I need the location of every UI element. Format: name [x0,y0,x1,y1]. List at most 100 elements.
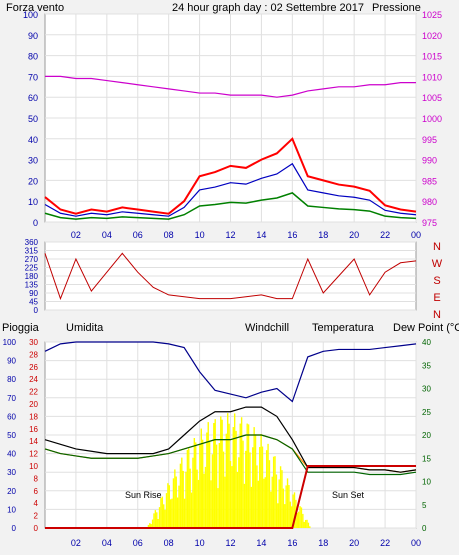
p3-temp-tick-label: 15 [422,454,431,463]
p1-y-tick-label: 90 [28,31,38,41]
p3-x-tick-label: 12 [225,538,235,548]
p1-x-tick-label: 04 [102,230,112,240]
p2-series [44,252,417,301]
p3-temp-tick-label: 30 [422,385,431,394]
pressure-line [45,75,416,98]
p1-x-axis: 02 04 06 08 10 12 14 16 18 20 22 00 [71,230,421,240]
p3-humidity-tick-label: 100 [3,338,17,347]
p3-humidity-tick-label: 20 [7,487,16,496]
p3-humidity-tick-label: 40 [7,450,16,459]
p1-y-tick-label: 0 [33,218,38,228]
p1-y-tick-label: 30 [28,156,38,166]
header-left-label: Forza vento [6,2,64,14]
p1-y-tick-label: 80 [28,52,38,62]
p3-rain-tick-label: 26 [29,363,38,372]
p3-rain-tick-label: 22 [29,388,38,397]
temperature-line [44,406,417,473]
p1-y-right-tick-label: 980 [422,197,437,207]
p3-humidity-tick-label: 0 [12,524,17,533]
p3-temp-tick-label: 20 [422,431,431,440]
p3-rain-tick-label: 20 [29,400,38,409]
p1-x-tick-label: 22 [380,230,390,240]
wind-gust-line [44,162,417,217]
p3-humidity-tick-label: 90 [7,357,16,366]
p2-y-tick-label: 135 [25,281,39,290]
p1-x-tick-label: 00 [411,230,421,240]
humidity-line [44,341,417,403]
p3-rain-tick-label: 6 [34,487,39,496]
p3-temp-tick-label: 10 [422,478,431,487]
p3-humidity-tick-label: 30 [7,468,16,477]
p3-temp-tick-label: 40 [422,338,431,347]
p3-rain-tick-label: 10 [29,462,38,471]
p1-y-right-tick-label: 1025 [422,10,442,20]
p1-y-right-tick-label: 995 [422,135,437,145]
p1-x-tick-label: 10 [195,230,205,240]
p3-humidity-tick-label: 50 [7,431,16,440]
sunrise-label: Sun Rise [125,490,162,500]
p2-y-tick-label: 0 [34,306,39,315]
p2-grid [45,241,416,311]
p3-rain-tick-label: 14 [29,437,38,446]
p3-rain-tick-label: 4 [34,499,39,508]
temperature-label: Temperatura [312,322,375,334]
p1-y-tick-label: 70 [28,72,38,82]
p1-y-axis-right: 975 980 985 990 995 1000 1005 1010 1015 1020 1025 [422,10,442,228]
p1-y-tick-label: 50 [28,114,38,124]
p1-x-tick-label: 12 [225,230,235,240]
p2-y-tick-label: 45 [29,298,38,307]
p3-rain-tick-label: 28 [29,350,38,359]
p1-y-right-tick-label: 1010 [422,72,442,82]
p3-rain-tick-label: 2 [34,512,39,521]
p1-x-tick-label: 06 [133,230,143,240]
p1-y-tick-label: 100 [23,10,38,20]
p3-x-tick-label: 14 [256,538,266,548]
p3-series [44,341,417,529]
p3-rain-tick-label: 18 [29,412,38,421]
p1-y-tick-label: 10 [28,197,38,207]
p1-series [44,75,417,220]
p2-compass-label: S [433,275,440,287]
p3-humidity-tick-label: 10 [7,505,16,514]
p3-y-axis-right: 0 5 10 15 20 25 30 35 40 [422,338,431,533]
header-title: 24 hour graph day : 02 Settembre 2017 [172,2,364,14]
p3-temp-tick-label: 35 [422,361,431,370]
p1-x-tick-label: 08 [164,230,174,240]
p3-grid [45,341,417,529]
p3-humidity-tick-label: 60 [7,412,16,421]
p3-x-tick-label: 04 [102,538,112,548]
p1-y-axis-left: 0 10 20 30 40 50 60 70 80 90 100 [23,10,38,228]
p2-y-tick-label: 360 [25,238,39,247]
p1-y-tick-label: 40 [28,135,38,145]
p3-x-tick-label: 10 [195,538,205,548]
p1-y-tick-label: 20 [28,176,38,186]
p1-y-right-tick-label: 1005 [422,93,442,103]
p1-y-tick-label: 60 [28,93,38,103]
p2-y-tick-label: 180 [25,272,39,281]
p2-compass-label: E [433,292,440,304]
wind-avg-line [44,192,417,220]
p3-x-tick-label: 02 [71,538,81,548]
p3-x-tick-label: 08 [164,538,174,548]
p1-x-tick-label: 18 [318,230,328,240]
wind-direction-line [44,252,417,301]
p3-x-axis: 02 04 06 08 10 12 14 16 18 20 22 00 [71,538,421,548]
p1-x-tick-label: 20 [349,230,359,240]
p1-y-right-tick-label: 985 [422,176,437,186]
p3-temp-tick-label: 5 [422,501,427,510]
p2-y-tick-label: 225 [25,264,39,273]
p3-x-tick-label: 18 [318,538,328,548]
p3-x-tick-label: 16 [287,538,297,548]
p2-compass-label: N [433,241,441,253]
wind-speed-line [44,137,417,215]
p3-humidity-tick-label: 70 [7,394,16,403]
p1-x-tick-label: 02 [71,230,81,240]
p2-y-tick-label: 270 [25,255,39,264]
p3-rain-tick-label: 12 [29,450,38,459]
p2-y-tick-label: 90 [29,289,38,298]
p3-rain-tick-label: 16 [29,425,38,434]
